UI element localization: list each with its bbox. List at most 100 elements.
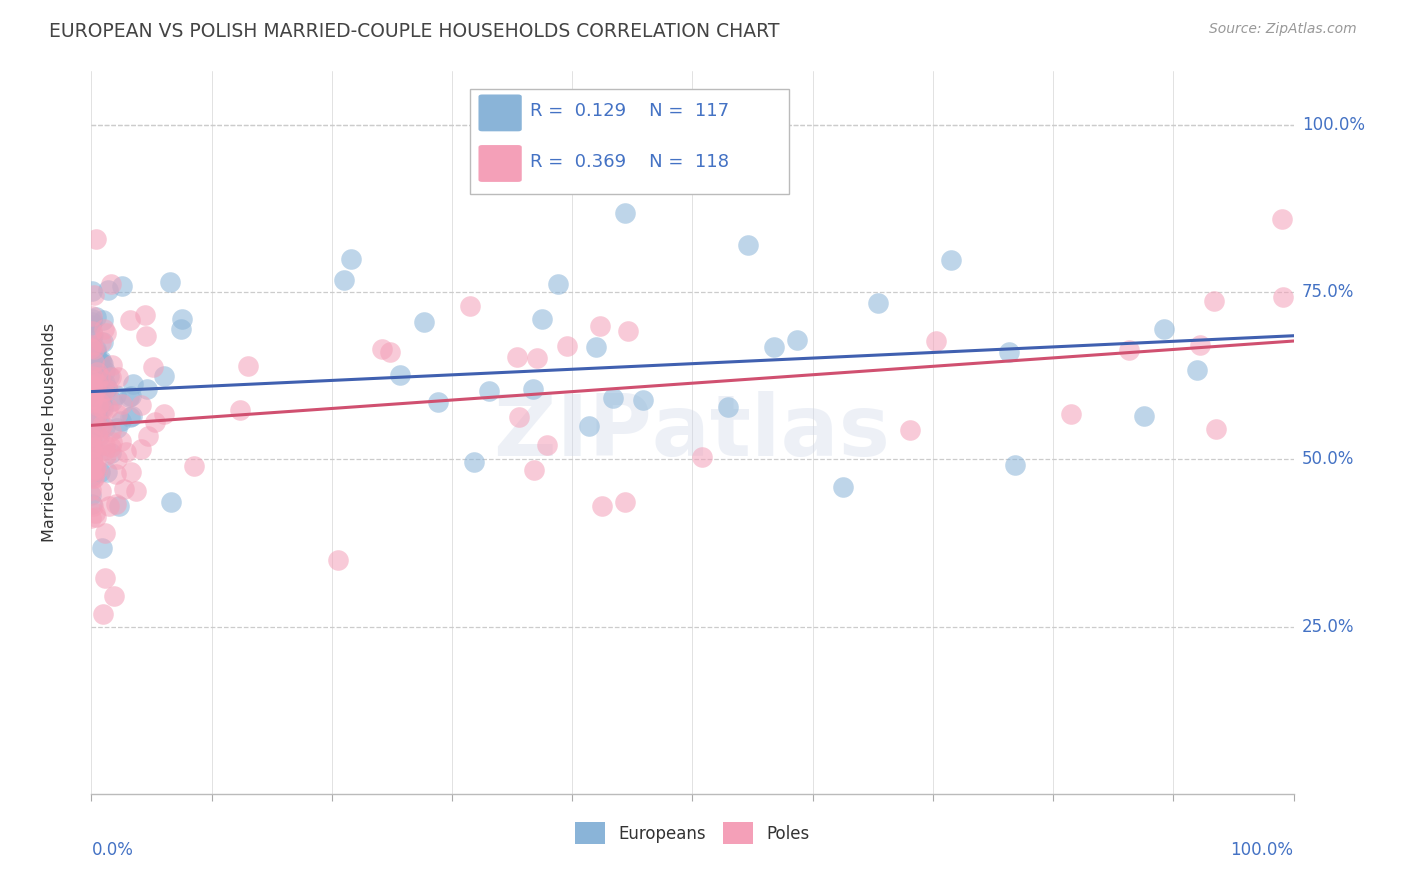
Point (89, 402, 111, 417)
Point (80, 511, 103, 525)
Point (80, 389, 103, 403)
Text: 25.0%: 25.0% (1302, 617, 1354, 636)
Point (82, 311, 104, 326)
Point (939, 252, 962, 267)
Point (83, 342, 105, 356)
Point (1004, 458, 1026, 472)
Point (94, 326, 117, 341)
Point (84, 345, 107, 359)
Text: Married-couple Households: Married-couple Households (42, 323, 56, 542)
Point (84, 382, 107, 396)
Text: 0.0%: 0.0% (91, 841, 134, 859)
Point (93, 313, 115, 327)
Point (112, 482, 135, 496)
Point (160, 495, 183, 509)
Point (80, 381, 103, 395)
Point (458, 299, 481, 313)
Point (80, 453, 103, 467)
Point (131, 442, 153, 456)
Point (1188, 337, 1211, 351)
Point (522, 382, 544, 396)
Point (80, 358, 103, 372)
Point (737, 238, 759, 252)
Point (84, 406, 107, 420)
Point (82, 455, 104, 469)
Point (96, 381, 118, 395)
Point (86, 450, 108, 464)
Point (80, 341, 103, 355)
Point (1153, 322, 1175, 336)
Point (82, 440, 104, 454)
Point (90, 335, 112, 350)
Point (80, 392, 103, 406)
Point (83, 460, 105, 475)
Point (692, 450, 714, 465)
Point (229, 403, 252, 417)
Point (105, 421, 128, 435)
Point (86, 363, 108, 377)
Point (1133, 409, 1156, 424)
Point (82, 370, 104, 384)
Point (107, 370, 129, 384)
Point (93, 322, 115, 336)
Point (80, 309, 103, 323)
Point (80, 395, 103, 409)
Point (94, 448, 117, 462)
Text: ZIP​atlas: ZIP​atlas (495, 391, 890, 475)
Point (100, 370, 122, 384)
Point (413, 315, 436, 329)
Point (87, 353, 110, 368)
Point (82, 417, 104, 432)
Point (118, 390, 141, 404)
Point (100, 424, 122, 438)
Point (108, 499, 131, 513)
Text: 75.0%: 75.0% (1302, 283, 1354, 301)
Point (94, 443, 117, 458)
Point (86, 399, 108, 413)
Point (82, 381, 104, 395)
Point (80, 401, 103, 416)
Point (84, 310, 107, 324)
Point (100, 445, 122, 459)
Point (84, 510, 107, 524)
Point (86, 408, 108, 422)
Point (1205, 422, 1227, 436)
Point (89, 369, 111, 384)
Point (101, 435, 124, 450)
Point (82, 443, 104, 458)
Text: 50.0%: 50.0% (1302, 450, 1354, 468)
Point (82, 449, 104, 463)
Point (80, 427, 103, 442)
Point (104, 387, 127, 401)
FancyBboxPatch shape (478, 145, 522, 182)
Point (87, 405, 110, 419)
Point (103, 589, 125, 603)
Point (111, 397, 134, 411)
Point (97, 283, 120, 297)
Point (1271, 211, 1294, 226)
Point (86, 376, 108, 390)
Point (717, 401, 740, 415)
Point (104, 467, 127, 481)
Point (91, 417, 114, 432)
Point (89, 396, 111, 410)
Point (94, 376, 117, 390)
Point (101, 394, 124, 409)
Point (617, 324, 640, 338)
Point (84, 232, 107, 246)
Point (83, 371, 105, 385)
Point (100, 277, 122, 291)
Point (89, 422, 111, 436)
Legend: Europeans, Poles: Europeans, Poles (568, 816, 817, 851)
Point (80, 338, 103, 352)
Point (93, 402, 115, 417)
Point (1202, 293, 1225, 308)
Point (90, 386, 112, 401)
Point (83, 462, 105, 476)
Point (87, 356, 110, 370)
Point (868, 295, 890, 310)
Point (86, 463, 108, 477)
Point (91, 401, 114, 415)
Point (98, 499, 121, 513)
Point (89, 429, 111, 443)
